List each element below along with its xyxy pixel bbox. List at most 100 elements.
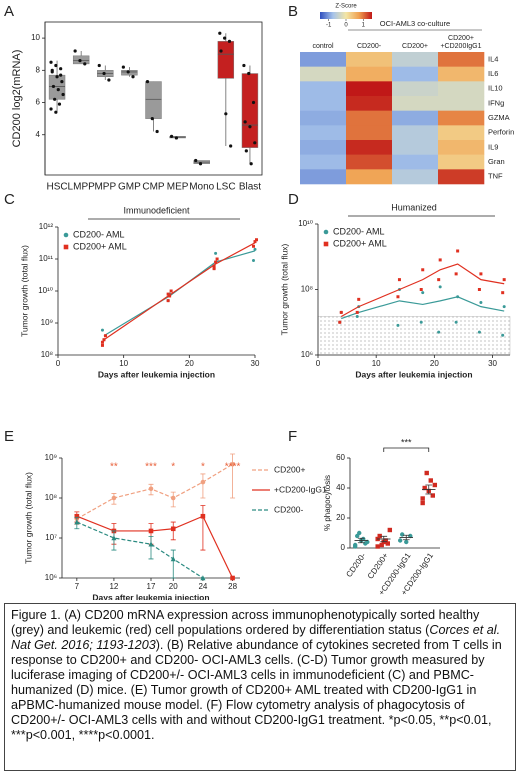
panel-label: C	[4, 191, 15, 208]
series-line	[341, 296, 505, 320]
heat-cell	[438, 125, 485, 141]
data-point	[200, 479, 206, 485]
replicate-point	[419, 320, 423, 324]
y-tick-label: 10¹¹	[39, 254, 54, 263]
data-point	[170, 495, 176, 501]
heat-cell	[300, 96, 347, 111]
heat-cell	[392, 169, 439, 185]
x-tick-label: 10	[119, 359, 128, 368]
colorbar-tick-label: 0	[344, 23, 348, 29]
data-point	[428, 478, 433, 483]
data-point	[383, 538, 388, 543]
replicate-point	[438, 258, 442, 262]
replicate-point	[419, 288, 423, 291]
replicate-point	[212, 264, 216, 268]
legend-marker	[63, 244, 69, 250]
series-line	[103, 242, 256, 341]
data-point	[194, 158, 198, 163]
y-tick-label: 10⁹	[41, 318, 53, 327]
data-point	[83, 62, 87, 66]
panel-label: A	[4, 3, 14, 20]
data-point	[387, 527, 393, 533]
replicate-point	[421, 291, 425, 295]
data-point	[422, 485, 427, 491]
replicate-point	[169, 289, 173, 293]
data-point	[170, 556, 176, 562]
heat-cell	[300, 52, 347, 67]
x-tick-label: HSC	[46, 182, 67, 193]
x-axis-label: Days after leukemia injection	[355, 369, 472, 379]
data-point	[51, 84, 56, 89]
replicate-point	[454, 320, 458, 324]
series-line	[76, 463, 233, 520]
heat-cell	[346, 140, 393, 155]
row-label: Perforin	[488, 128, 514, 137]
data-point	[111, 535, 117, 541]
replicate-point	[501, 333, 505, 337]
y-tick-label: 4	[36, 130, 41, 139]
data-point	[145, 79, 150, 84]
data-point	[126, 70, 130, 74]
y-tick-label: 10⁸	[41, 350, 53, 359]
row-label: IL9	[488, 142, 498, 151]
data-point	[379, 542, 384, 548]
data-point	[251, 100, 256, 105]
data-point	[229, 144, 233, 148]
heat-cell	[438, 81, 485, 97]
data-point	[111, 495, 117, 501]
significance: *	[171, 462, 175, 473]
data-point	[253, 141, 257, 145]
heat-cell	[392, 154, 439, 170]
heat-cell	[346, 66, 393, 82]
x-tick-label: Mono	[189, 182, 214, 193]
panel-title: Humanized	[391, 202, 437, 212]
y-tick-label: 10¹⁰	[298, 219, 313, 228]
data-point	[59, 67, 63, 71]
y-tick-label: 10	[31, 33, 40, 42]
replicate-point	[214, 260, 218, 264]
box	[145, 81, 162, 119]
y-tick-label: 40	[336, 483, 345, 492]
data-point	[200, 513, 206, 519]
data-point	[432, 482, 438, 488]
data-point	[78, 59, 82, 63]
significance: *	[201, 462, 205, 473]
y-tick-label: 10¹⁰	[38, 286, 53, 295]
y-tick-label: 10⁶	[45, 573, 57, 582]
x-tick-label: 10	[372, 359, 381, 368]
data-point	[243, 120, 247, 124]
x-tick-label: 17	[147, 582, 156, 591]
replicate-point	[456, 249, 460, 253]
data-point	[57, 102, 62, 106]
error-bar	[402, 534, 410, 541]
panel-label: B	[288, 3, 298, 20]
data-point	[53, 97, 57, 101]
heat-cell	[346, 169, 393, 185]
data-point	[49, 107, 53, 111]
data-point	[54, 110, 58, 114]
error-bar	[170, 549, 176, 579]
y-axis-label: CD200 log2(mRNA)	[11, 50, 23, 148]
replicate-point	[477, 330, 481, 334]
data-point	[59, 73, 63, 77]
x-axis-label: Days after leukemia injection	[98, 369, 215, 379]
error-bar	[230, 453, 236, 499]
heat-cell	[300, 110, 347, 126]
x-axis-label: Days after leukemia injection	[92, 592, 209, 600]
replicate-point	[253, 247, 257, 251]
heat-cell	[438, 140, 485, 155]
row-label: IL6	[488, 69, 498, 78]
x-tick-label: 7	[75, 582, 80, 591]
replicate-point	[437, 278, 441, 282]
column-label: CD200-	[357, 43, 382, 50]
data-point	[148, 528, 154, 534]
x-tick-label: 24	[198, 582, 207, 591]
colorbar-tick-label: 1	[362, 23, 366, 29]
data-point	[244, 149, 248, 153]
y-tick-label: 10⁸	[45, 493, 57, 502]
data-point	[150, 117, 154, 121]
heat-cell	[346, 96, 393, 111]
data-point	[74, 519, 80, 525]
data-point	[169, 134, 174, 138]
